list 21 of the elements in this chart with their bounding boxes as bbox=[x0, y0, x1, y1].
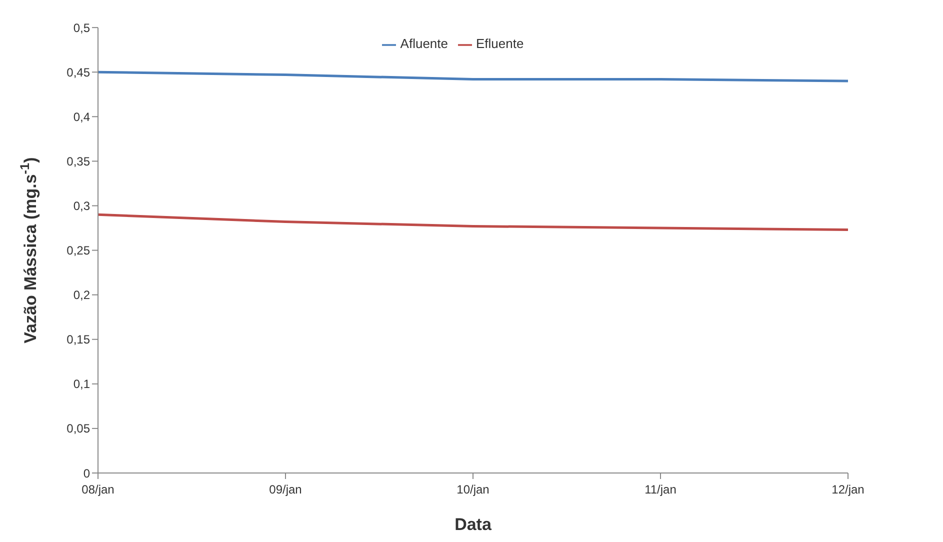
x-tick-label: 09/jan bbox=[269, 482, 302, 497]
y-tick-label: 0,15 bbox=[66, 332, 90, 347]
y-tick-label: 0,45 bbox=[66, 65, 90, 80]
line-series bbox=[96, 70, 850, 82]
y-tick-label: 0,05 bbox=[66, 422, 90, 436]
y-tick-label: 0 bbox=[83, 466, 90, 480]
x-tick-label: 10/jan bbox=[456, 482, 490, 497]
x-tick-label: 12/jan bbox=[832, 482, 864, 497]
x-tick-label: 11/jan bbox=[644, 482, 676, 497]
x-axis-title: Data bbox=[454, 515, 492, 534]
x-tick-label: 08/jan bbox=[82, 482, 114, 497]
line-series bbox=[96, 213, 850, 232]
legend-label: Afluente bbox=[400, 36, 448, 51]
y-tick-label: 0,2 bbox=[73, 288, 90, 302]
y-tick-label: 0,4 bbox=[73, 110, 90, 124]
legend-label: Efluente bbox=[476, 36, 524, 51]
y-tick-label: 0,35 bbox=[66, 154, 90, 168]
y-tick-label: 0,25 bbox=[66, 244, 90, 258]
y-tick-label: 0,1 bbox=[73, 377, 90, 392]
y-tick-label: 0,5 bbox=[73, 20, 90, 35]
y-tick-label: 0,3 bbox=[73, 198, 90, 213]
